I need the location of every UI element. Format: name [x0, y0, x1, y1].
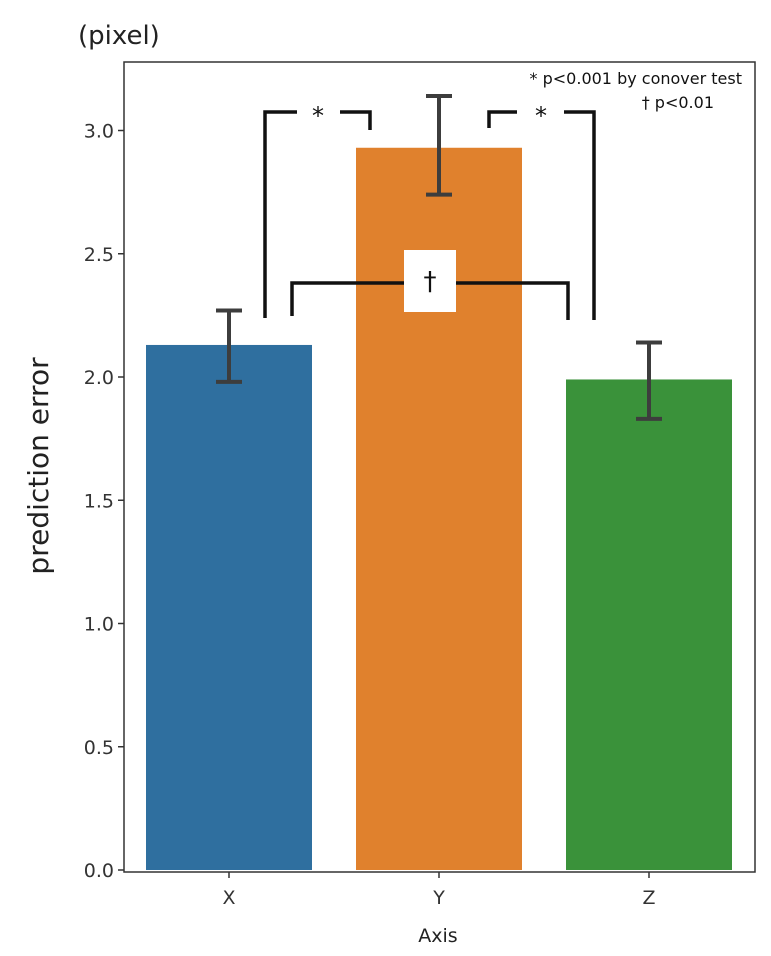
- bar-z: [566, 379, 732, 870]
- y-tick-label: 0.0: [84, 860, 114, 882]
- x-axis-title: Axis: [418, 925, 457, 947]
- y-axis: 0.0 0.5 1.0 1.5 2.0 2.5 3.0: [84, 121, 124, 882]
- bracket-x-z-label-box: [404, 250, 456, 312]
- x-tick-label: X: [222, 887, 235, 909]
- y-tick-label: 2.0: [84, 367, 114, 389]
- y-tick-label: 0.5: [84, 737, 114, 759]
- bracket-x-y-left: [263, 110, 297, 318]
- x-tick-label: Y: [432, 887, 445, 909]
- significance-note-1: * p<0.001 by conover test: [530, 69, 742, 88]
- y-tick-label: 2.5: [84, 244, 114, 266]
- bracket-x-y-right: [340, 110, 372, 130]
- x-tick-label: Z: [642, 887, 655, 909]
- bracket-x-z-label: †: [424, 267, 437, 297]
- y-axis-title: prediction error: [22, 357, 55, 575]
- y-tick-label: 3.0: [84, 121, 114, 143]
- y-tick-label: 1.0: [84, 614, 114, 636]
- bracket-y-z-left: [487, 110, 517, 128]
- y-tick-label: 1.5: [84, 490, 114, 512]
- bracket-y-z-label: *: [535, 102, 547, 130]
- significance-brackets: * * †: [263, 102, 596, 320]
- bar-x: [146, 344, 312, 871]
- significance-note-2: † p<0.01: [642, 93, 714, 112]
- bracket-x-z-right: [456, 281, 570, 320]
- bracket-x-z-left: [290, 281, 404, 316]
- bracket-x-y-label: *: [312, 102, 324, 130]
- unit-label: (pixel): [78, 21, 160, 51]
- errorbars-group: [216, 93, 662, 421]
- x-axis: X Y Z: [222, 872, 656, 909]
- bracket-y-z-right: [564, 110, 596, 320]
